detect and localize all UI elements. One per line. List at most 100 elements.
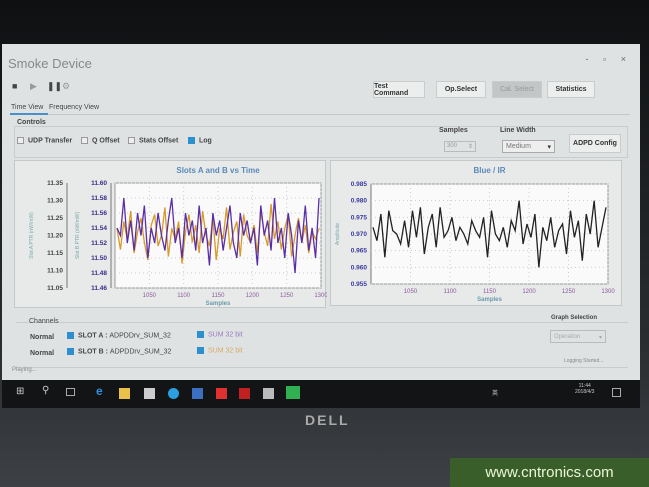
app-window: Smoke Device - ▫ × ■ ▶ ❚❚ ⚙ Test Command… bbox=[2, 44, 640, 380]
x-tick-label: 1200 bbox=[246, 293, 260, 299]
tab-divider bbox=[10, 114, 630, 115]
x-tick-label: 1200 bbox=[522, 289, 536, 295]
x-axis-label: Samples bbox=[477, 297, 502, 303]
x-tick-label: 1050 bbox=[404, 289, 418, 295]
chevron-down-icon: ▾ bbox=[547, 144, 551, 151]
y-tick-label: 11.05 bbox=[47, 285, 63, 292]
tab-time-view[interactable]: Time View bbox=[11, 104, 44, 111]
skype-icon[interactable] bbox=[168, 388, 179, 399]
window-controls[interactable]: - ▫ × bbox=[585, 54, 632, 64]
x-tick-label: 1050 bbox=[143, 293, 157, 299]
file-explorer-icon[interactable] bbox=[119, 388, 130, 399]
series-line-1 bbox=[116, 197, 320, 274]
logging-status: Logging Started... bbox=[564, 358, 604, 364]
slot-b-checkbox[interactable]: SLOT B : ADPDDrv_SUM_32 bbox=[67, 348, 171, 355]
window-title: Smoke Device bbox=[8, 56, 92, 71]
edge-icon[interactable]: e bbox=[96, 384, 103, 398]
y-tick-label: 0.970 bbox=[351, 231, 368, 238]
y-tick-label: 11.48 bbox=[91, 270, 107, 277]
pause-icon[interactable]: ❚❚ bbox=[47, 81, 63, 91]
controls-title: Controls bbox=[17, 119, 46, 126]
settings-icon[interactable]: ⚙ bbox=[62, 81, 71, 91]
checkbox-box[interactable] bbox=[67, 332, 74, 339]
tab-frequency-view[interactable]: Frequency View bbox=[49, 104, 100, 111]
outlook-icon[interactable] bbox=[192, 388, 203, 399]
slot-b-sum-label: SUM 32 bit bbox=[208, 347, 243, 355]
checkbox-label: UDP Transfer bbox=[28, 137, 73, 145]
y-tick-label: 11.54 bbox=[91, 225, 107, 232]
blue-ir-chart: Blue / IR 1050 1100 1150 1200 1250 1300 Samples… bbox=[335, 166, 615, 303]
y-tick-label: 11.58 bbox=[91, 195, 107, 202]
checkbox-box[interactable] bbox=[67, 348, 74, 355]
clock[interactable]: 11:44 2018/4/3 bbox=[575, 383, 594, 395]
y-tick-label: 11.30 bbox=[47, 198, 63, 205]
q-offset-checkbox[interactable]: Q Offset bbox=[81, 137, 120, 144]
graph-selection-select[interactable]: Operation ▾ bbox=[550, 330, 606, 343]
slot-b-label: SLOT B : bbox=[78, 348, 108, 356]
log-checkbox[interactable]: Log bbox=[188, 137, 212, 144]
smoke-device-app-icon[interactable] bbox=[286, 386, 300, 399]
y-tick-label: 0.980 bbox=[351, 198, 368, 205]
y-tick-label: 0.985 bbox=[351, 181, 368, 188]
play-icon[interactable]: ▶ bbox=[30, 81, 37, 91]
search-icon[interactable]: ⚲ bbox=[42, 385, 50, 396]
adpd-config-button[interactable]: ADPD Config bbox=[569, 134, 621, 153]
udp-transfer-checkbox[interactable]: UDP Transfer bbox=[17, 137, 72, 144]
slot-a-source: ADPDDrv_SUM_32 bbox=[109, 332, 171, 340]
y-axis-label: Amplitude bbox=[335, 223, 341, 245]
clock-time: 11:44 bbox=[578, 383, 591, 389]
x-tick-label: 1100 bbox=[177, 293, 191, 299]
statistics-button[interactable]: Statistics bbox=[547, 81, 595, 98]
slot-b-sum-checkbox[interactable]: SUM 32 bit bbox=[197, 347, 243, 354]
samples-spinner[interactable]: 300 ⇕ bbox=[444, 141, 476, 152]
slot-a-checkbox[interactable]: SLOT A : ADPDDrv_SUM_32 bbox=[67, 332, 171, 339]
checkbox-box[interactable] bbox=[197, 347, 204, 354]
x-tick-label: 1100 bbox=[444, 289, 458, 295]
slot-b-mode: Normal bbox=[30, 350, 55, 357]
stats-offset-checkbox[interactable]: Stats Offset bbox=[128, 137, 178, 144]
app-gray-icon[interactable] bbox=[263, 388, 274, 399]
checkbox-box[interactable] bbox=[197, 331, 204, 338]
y-tick-label: 11.10 bbox=[47, 268, 63, 275]
checkbox-box[interactable] bbox=[188, 137, 195, 144]
chart-title: Blue / IR bbox=[473, 166, 505, 175]
chevron-down-icon: ▾ bbox=[598, 335, 602, 341]
clock-date: 2018/4/3 bbox=[575, 389, 595, 395]
x-tick-label: 1150 bbox=[483, 289, 497, 295]
task-view-icon[interactable] bbox=[66, 388, 75, 396]
checkbox-box[interactable] bbox=[128, 137, 135, 144]
app-red-icon[interactable] bbox=[216, 388, 227, 399]
checkbox-label: Stats Offset bbox=[139, 137, 179, 145]
windows-start-icon[interactable]: ⊞ bbox=[16, 386, 25, 397]
op-select-button[interactable]: Op.Select bbox=[436, 81, 486, 98]
test-command-button[interactable]: Test Command bbox=[373, 81, 425, 98]
series-line-0 bbox=[372, 200, 607, 268]
checkbox-box[interactable] bbox=[17, 137, 24, 144]
checkbox-box[interactable] bbox=[81, 137, 88, 144]
tray-ime[interactable]: 英 bbox=[492, 391, 499, 397]
samples-label: Samples bbox=[439, 127, 468, 134]
dell-logo: DELL bbox=[305, 412, 350, 428]
store-icon[interactable] bbox=[144, 388, 155, 399]
line-width-select[interactable]: Medium ▾ bbox=[502, 140, 555, 153]
y-tick-label: 11.46 bbox=[91, 285, 107, 292]
x-tick-label: 1250 bbox=[562, 289, 576, 295]
channels-group bbox=[16, 322, 628, 368]
slots-chart-panel: Slots A and B vs Time 1050 1100 1150 1200 125… bbox=[14, 160, 328, 308]
samples-value: 300 bbox=[447, 143, 458, 149]
slot-b-source: ADPDDrv_SUM_32 bbox=[109, 348, 172, 356]
x-tick-label: 1300 bbox=[314, 293, 327, 299]
notification-icon[interactable] bbox=[612, 388, 621, 397]
slot-a-sum-checkbox[interactable]: SUM 32 bit bbox=[197, 331, 243, 338]
slot-a-label: SLOT A : bbox=[78, 332, 108, 340]
stop-icon[interactable]: ■ bbox=[12, 81, 18, 91]
cal-select-button[interactable]: Cal. Select bbox=[492, 81, 542, 98]
y-tick-label: 0.965 bbox=[351, 248, 368, 255]
y-tick-label: 11.35 bbox=[47, 180, 63, 187]
acrobat-icon[interactable] bbox=[239, 388, 250, 399]
y-tick-label: 11.60 bbox=[91, 180, 107, 187]
y-tick-label: 11.15 bbox=[47, 250, 63, 257]
spinner-arrows-icon[interactable]: ⇕ bbox=[467, 144, 473, 150]
y-tick-label: 0.960 bbox=[351, 264, 368, 271]
slot-a-sum-label: SUM 32 bit bbox=[208, 331, 243, 339]
